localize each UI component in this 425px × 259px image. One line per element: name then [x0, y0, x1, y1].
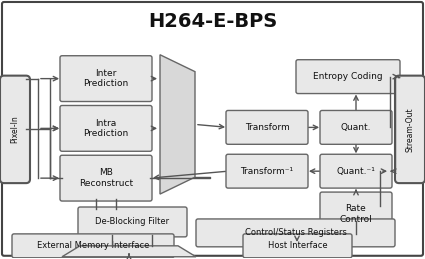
Text: Transform: Transform — [245, 123, 289, 132]
FancyBboxPatch shape — [320, 192, 392, 236]
Text: External Memory Interface: External Memory Interface — [37, 241, 149, 250]
FancyBboxPatch shape — [0, 76, 30, 183]
Text: Host Interface: Host Interface — [268, 241, 327, 250]
Text: Quant.: Quant. — [341, 123, 371, 132]
FancyBboxPatch shape — [395, 76, 425, 183]
FancyBboxPatch shape — [12, 234, 174, 258]
Text: Transform⁻¹: Transform⁻¹ — [241, 167, 294, 176]
Text: MB
Reconstruct: MB Reconstruct — [79, 168, 133, 188]
Text: H264-E-BPS: H264-E-BPS — [148, 12, 277, 31]
Text: Control/Status Registers: Control/Status Registers — [244, 228, 346, 238]
FancyBboxPatch shape — [196, 219, 395, 247]
Text: Intra
Prediction: Intra Prediction — [83, 119, 129, 138]
Polygon shape — [62, 246, 196, 257]
FancyBboxPatch shape — [320, 111, 392, 144]
FancyBboxPatch shape — [226, 154, 308, 188]
FancyBboxPatch shape — [60, 105, 152, 151]
Text: Quant.⁻¹: Quant.⁻¹ — [337, 167, 375, 176]
FancyBboxPatch shape — [60, 56, 152, 102]
Text: Entropy Coding: Entropy Coding — [313, 72, 383, 81]
FancyBboxPatch shape — [2, 2, 423, 256]
FancyBboxPatch shape — [78, 207, 187, 237]
Text: Rate
Control: Rate Control — [340, 204, 372, 224]
FancyBboxPatch shape — [320, 154, 392, 188]
FancyBboxPatch shape — [60, 155, 152, 201]
FancyBboxPatch shape — [243, 234, 352, 258]
FancyBboxPatch shape — [296, 60, 400, 93]
Text: Inter
Prediction: Inter Prediction — [83, 69, 129, 88]
Text: Pixel-In: Pixel-In — [11, 116, 20, 143]
FancyBboxPatch shape — [226, 111, 308, 144]
Polygon shape — [160, 55, 195, 194]
Text: De-Blocking Filter: De-Blocking Filter — [96, 218, 170, 226]
Text: Stream-Out: Stream-Out — [405, 107, 414, 152]
